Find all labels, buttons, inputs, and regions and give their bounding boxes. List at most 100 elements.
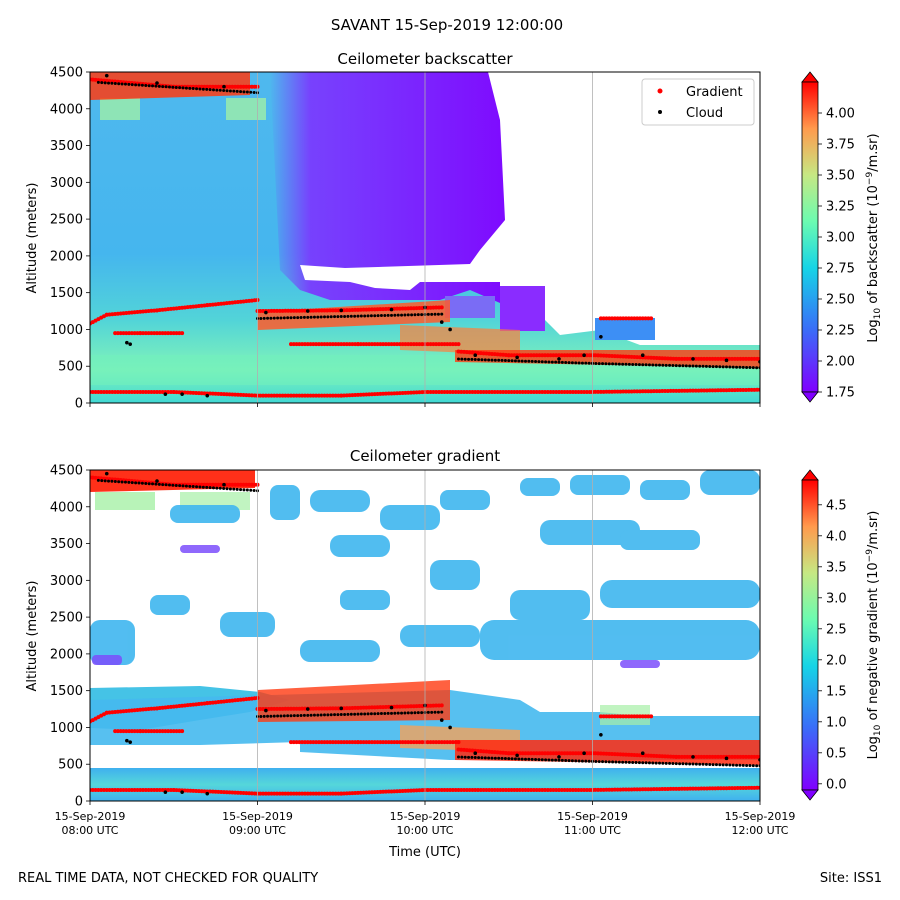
cloud-point	[386, 313, 390, 317]
gradient-point	[300, 706, 305, 711]
gradient-point	[333, 393, 338, 398]
cloud-point	[668, 761, 672, 765]
gradient-point	[492, 787, 497, 792]
gradient-point	[322, 740, 327, 745]
colorbar-tick-label: 1.5	[826, 684, 847, 699]
gradient-point	[294, 706, 299, 711]
gradient-point	[621, 316, 626, 321]
cloud-point	[393, 313, 397, 317]
gradient-point	[487, 389, 492, 394]
gradient-point	[118, 787, 123, 792]
gradient-point	[523, 389, 528, 394]
cloud-point	[534, 758, 538, 762]
legend-cloud-label: Cloud	[686, 106, 723, 121]
gradient-point	[210, 482, 215, 487]
gradient-point	[300, 393, 305, 398]
gradient-point	[369, 342, 374, 347]
gradient-point	[481, 389, 486, 394]
gradient-point	[367, 705, 372, 710]
gradient-point	[261, 707, 266, 712]
ytick-label: 4500	[50, 464, 83, 479]
gradient-point	[381, 307, 386, 312]
gradient-point	[319, 791, 324, 796]
cloud-point	[420, 313, 424, 317]
cloud-point	[544, 758, 548, 762]
gradient-point	[400, 704, 405, 709]
gradient-point	[637, 316, 642, 321]
gradient-point	[523, 787, 528, 792]
colorbar-tick-label: 4.00	[826, 107, 855, 122]
gradient-point	[730, 388, 735, 393]
cloud-point	[259, 714, 263, 718]
cloud-point	[698, 364, 702, 368]
gradient-point	[434, 740, 439, 745]
cloud-point	[510, 757, 514, 761]
cloud-point	[580, 361, 584, 365]
gradient-point	[383, 740, 388, 745]
gradient-point	[129, 331, 134, 336]
backscatter-colorbar-label: Log10 of backscatter (10−9/m.sr)	[865, 133, 883, 342]
cloud-point	[323, 315, 326, 319]
gradient-point	[361, 705, 366, 710]
cloud-point	[96, 478, 100, 482]
cloud-point	[433, 710, 437, 714]
cloud-point	[714, 763, 718, 767]
gradient-point	[219, 482, 224, 487]
cloud-point	[356, 712, 360, 716]
gradient-point	[431, 787, 436, 792]
cloud-point	[363, 712, 367, 716]
gradient-point	[289, 342, 293, 347]
gradient-point	[297, 706, 302, 711]
gradient-point	[677, 754, 682, 759]
cloud-point	[691, 762, 695, 766]
gradient-point	[679, 754, 684, 759]
gradient-point	[263, 791, 268, 796]
gradient-point	[367, 307, 372, 312]
cloud-point	[524, 757, 527, 761]
cloud-point	[396, 711, 400, 715]
gradient-point	[347, 308, 352, 313]
cloud-point	[721, 365, 725, 369]
gradient-point	[141, 787, 146, 792]
cloud-point	[503, 359, 507, 363]
backscatter-markers	[90, 73, 760, 398]
gradient-point	[330, 791, 335, 796]
cloud-point	[218, 88, 222, 92]
footer-site: Site: ISS1	[820, 871, 882, 886]
gradient-point	[582, 787, 587, 792]
gradient-point	[436, 305, 441, 310]
gradient-point	[258, 393, 263, 398]
gradient-point	[741, 387, 746, 392]
gradient-point	[113, 331, 118, 336]
cloud-point	[530, 359, 534, 363]
cloud-point	[694, 364, 698, 368]
gradient-point	[503, 787, 508, 792]
cloud-point	[178, 86, 182, 90]
gradient-point	[174, 729, 179, 734]
cloud-point	[607, 362, 611, 366]
gradient-point	[311, 706, 316, 711]
gradient-point	[414, 342, 419, 347]
gradient-point	[90, 787, 95, 792]
cloud-point	[180, 392, 184, 396]
gradient-point	[570, 389, 575, 394]
cloud-point	[624, 760, 628, 764]
gradient-point	[710, 356, 715, 361]
gradient-point	[261, 309, 266, 314]
gradient-point	[425, 342, 430, 347]
gradient-point	[330, 342, 335, 347]
gradient-point	[157, 787, 162, 792]
gradient-point	[316, 393, 321, 398]
gradient-point	[347, 342, 352, 347]
gradient-point	[746, 754, 751, 759]
cloud-point	[567, 759, 571, 763]
gradient-point	[439, 787, 444, 792]
gradient-point	[540, 389, 545, 394]
gradient-point	[358, 307, 363, 312]
cloud-point	[711, 763, 715, 767]
cloud-point	[614, 760, 618, 764]
gradient-point	[406, 740, 411, 745]
gradient-point	[615, 316, 620, 321]
cloud-point	[286, 316, 290, 320]
gradient-point	[618, 389, 623, 394]
